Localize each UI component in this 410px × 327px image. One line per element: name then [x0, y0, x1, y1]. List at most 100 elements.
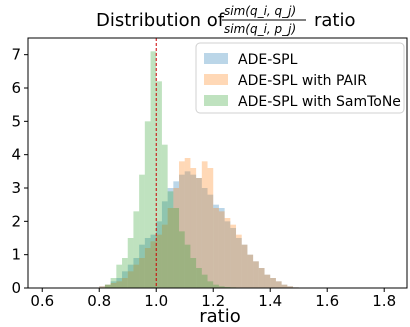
y-tick-label: 4 — [11, 146, 21, 164]
bar — [190, 174, 197, 288]
bar — [156, 81, 162, 288]
bar — [213, 284, 219, 288]
legend-label: ADE-SPL with PAIR — [238, 73, 367, 89]
y-tick-label: 6 — [11, 79, 21, 97]
series-2-bars — [99, 158, 299, 288]
bar — [127, 271, 134, 288]
bar — [161, 224, 168, 288]
bar — [144, 121, 151, 288]
title-numerator: sim(q_i, q_j) — [224, 4, 296, 18]
bar — [116, 264, 123, 288]
x-tick-label: 0.6 — [30, 292, 54, 310]
bar — [156, 234, 162, 288]
title-suffix: ratio — [314, 10, 356, 31]
y-axis: 0 1 2 3 4 5 6 7 — [11, 46, 28, 297]
bar — [230, 224, 237, 288]
bar — [236, 234, 242, 288]
bar — [139, 244, 145, 288]
y-tick-label: 1 — [11, 246, 21, 264]
x-axis-label: ratio — [199, 306, 241, 327]
bar — [150, 51, 157, 289]
bar — [127, 264, 134, 288]
x-tick-label: 1.8 — [372, 292, 396, 310]
bar — [167, 188, 174, 288]
bar — [253, 261, 259, 288]
x-tick-label: 1.6 — [315, 292, 339, 310]
bar — [247, 254, 254, 288]
bar — [218, 208, 225, 288]
bar — [167, 208, 174, 288]
bar — [287, 286, 294, 288]
title-prefix: Distribution of — [96, 10, 225, 31]
legend-swatch — [204, 53, 228, 64]
bar — [127, 238, 134, 288]
bar — [281, 284, 288, 288]
bar — [122, 271, 128, 288]
bars-layer — [99, 51, 299, 289]
bar — [133, 258, 140, 288]
bar — [264, 274, 271, 288]
legend-label: ADE-SPL — [238, 52, 298, 68]
bar — [281, 284, 288, 288]
bar — [156, 221, 162, 288]
bar — [196, 178, 202, 288]
bar — [196, 178, 202, 288]
bar — [270, 278, 276, 288]
bar — [179, 161, 185, 288]
bar — [104, 284, 111, 288]
chart-title: Distribution of sim(q_i, q_j) sim(q_i, p… — [96, 4, 356, 36]
bar — [241, 244, 248, 288]
bar — [190, 168, 197, 288]
legend-swatch — [204, 95, 228, 106]
bar — [287, 286, 294, 288]
bar — [218, 286, 225, 288]
bar — [167, 191, 174, 288]
bar — [184, 158, 191, 288]
bar — [264, 274, 271, 288]
bar — [110, 278, 117, 288]
bar — [139, 258, 145, 288]
bar — [173, 181, 180, 288]
bar — [139, 174, 145, 288]
series-3-bars — [104, 51, 242, 289]
bar — [144, 248, 151, 288]
bar — [236, 238, 242, 288]
bar — [104, 284, 111, 288]
bar — [104, 284, 111, 288]
bar — [258, 268, 265, 288]
bar — [275, 281, 282, 288]
bar — [161, 144, 168, 288]
x-tick-label: 1.0 — [144, 292, 168, 310]
bar — [173, 208, 180, 288]
bar — [122, 258, 128, 288]
bar — [213, 208, 219, 288]
bar — [184, 244, 191, 288]
bar — [190, 258, 197, 288]
bar — [253, 261, 259, 288]
bar — [173, 188, 180, 288]
x-axis: 0.6 0.8 1.0 1.2 1.4 1.6 1.8 — [30, 288, 396, 310]
bar — [230, 228, 237, 288]
legend-frame — [195, 42, 405, 114]
legend-swatch — [204, 74, 228, 85]
bar — [275, 281, 282, 288]
bar — [150, 234, 157, 288]
x-tick-label: 1.4 — [258, 292, 282, 310]
bar — [258, 268, 265, 288]
bar — [99, 286, 105, 288]
bar — [247, 254, 254, 288]
bar — [150, 241, 157, 288]
title-denominator: sim(q_i, p_j) — [224, 22, 296, 36]
bar — [179, 174, 185, 288]
bar — [110, 283, 117, 288]
bar — [144, 238, 151, 288]
bar — [201, 188, 208, 288]
bar — [241, 244, 248, 288]
legend-label: ADE-SPL with SamToNe — [238, 94, 401, 110]
bar — [110, 281, 117, 288]
bar — [201, 274, 208, 288]
bar — [133, 264, 140, 288]
bar — [224, 221, 231, 288]
bar — [213, 204, 219, 288]
